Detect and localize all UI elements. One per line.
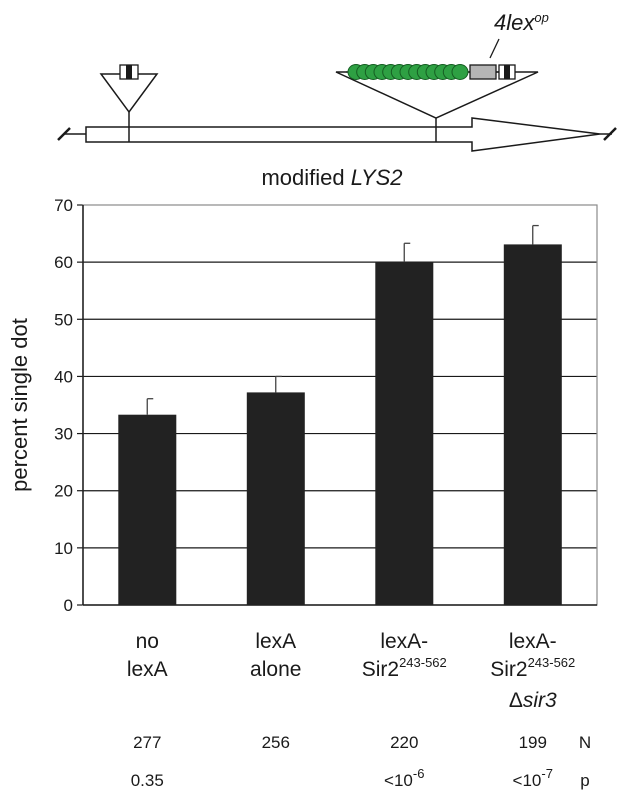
- y-tick-label: 30: [54, 425, 73, 444]
- n-value: 199: [519, 733, 547, 752]
- n-value: 277: [133, 733, 161, 752]
- category-label: Sir2243-562: [362, 655, 447, 681]
- left-insertion-triangle: [99, 73, 159, 114]
- category-label: Sir2243-562: [490, 655, 575, 681]
- right-insert-black-band: [504, 65, 510, 79]
- y-tick-label: 0: [64, 596, 73, 615]
- y-tick-label: 40: [54, 367, 73, 386]
- y-tick-label: 50: [54, 310, 73, 329]
- lys2-gene-arrow: [85, 117, 601, 152]
- lexa-repeat: [451, 64, 469, 80]
- y-axis-ticks: 0 10 20 30 40 50 60 70: [54, 196, 83, 615]
- bar: [118, 414, 177, 605]
- category-labels: nolexAlexAalonelexA-Sir2243-562lexA-Sir2…: [127, 630, 575, 712]
- y-tick-label: 10: [54, 539, 73, 558]
- operator-pointer: [489, 38, 500, 59]
- lexa-repeat-array: [347, 64, 469, 80]
- error-bars: [146, 224, 539, 415]
- category-label: lexA-: [509, 630, 557, 653]
- bars: [118, 244, 562, 605]
- category-label: lexA: [127, 658, 168, 681]
- category-label: no: [136, 630, 159, 653]
- bar-chart: 0 10 20 30 40 50 60 70 percent single dot no lex…: [7, 196, 598, 790]
- y-tick-label: 60: [54, 253, 73, 272]
- category-label: Δsir3: [509, 689, 557, 712]
- construct-label-text: modified: [261, 165, 344, 190]
- p-row-label: p: [580, 771, 589, 790]
- construct-diagram: 4lexop modified LYS2: [57, 10, 617, 190]
- n-value: 256: [262, 733, 290, 752]
- n-row-label: N: [579, 733, 591, 752]
- left-insert-black-band: [126, 65, 132, 79]
- bar: [503, 244, 562, 605]
- right-break-mark: [603, 127, 617, 141]
- construct-label: modified LYS2: [261, 165, 402, 190]
- category-label: lexA: [255, 630, 296, 653]
- operator-label-sup: op: [534, 10, 548, 25]
- operator-label: 4lexop: [494, 10, 549, 35]
- y-tick-label: 70: [54, 196, 73, 215]
- p-value: 0.35: [131, 771, 164, 790]
- category-label: alone: [250, 658, 301, 681]
- p-value: <10-7: [513, 766, 553, 790]
- stats-table: 277 256 220 199 N 0.35 <10-6 <10-7 p: [131, 733, 591, 790]
- bar: [246, 392, 305, 605]
- n-value: 220: [390, 733, 418, 752]
- bar: [375, 262, 434, 605]
- y-tick-label: 20: [54, 482, 73, 501]
- y-axis-label: percent single dot: [7, 318, 32, 492]
- operator-label-main: 4lex: [494, 10, 535, 35]
- p-value: <10-6: [384, 766, 424, 790]
- gene-label: LYS2: [351, 165, 403, 190]
- category-label: lexA-: [380, 630, 428, 653]
- lexa-operator-box: [469, 64, 497, 80]
